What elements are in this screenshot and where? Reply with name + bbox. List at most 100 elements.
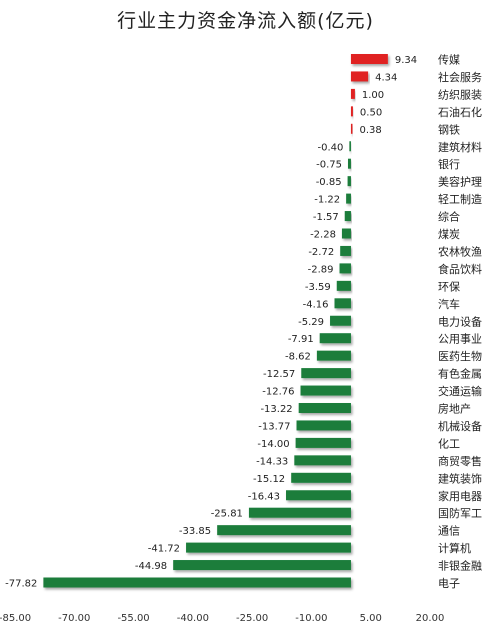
bar: [344, 211, 351, 222]
category-label: 有色金属: [438, 367, 482, 381]
bar-value-label: -14.00: [257, 439, 289, 450]
category-label: 化工: [438, 436, 460, 450]
bar-value-label: -4.16: [303, 299, 329, 310]
bar-value-label: -0.40: [317, 142, 343, 153]
bar: [296, 420, 351, 431]
category-label: 煤炭: [438, 228, 460, 241]
category-label: 综合: [438, 210, 460, 224]
bar-value-label: -25.81: [211, 509, 243, 520]
category-label: 交通运输: [438, 384, 482, 398]
bar: [347, 158, 351, 169]
bar: [298, 403, 351, 413]
bar-value-label: -0.75: [316, 160, 342, 171]
bar-value-label: -1.57: [313, 212, 339, 223]
bar: [347, 176, 351, 187]
bar-value-label: -1.22: [314, 195, 340, 206]
category-label: 农林牧渔: [438, 244, 482, 258]
bar-value-label: -5.29: [298, 317, 324, 328]
bar-value-label: -13.77: [258, 421, 290, 432]
bar-value-label: -2.72: [308, 247, 334, 258]
bar: [340, 245, 351, 256]
category-label: 电子: [438, 577, 460, 590]
bar-value-label: -44.98: [135, 561, 167, 572]
bar: [350, 106, 353, 117]
category-label: 环保: [438, 279, 460, 293]
bar: [173, 560, 351, 571]
category-label: 传媒: [438, 54, 460, 67]
category-label: 银行: [438, 157, 460, 171]
x-tick-label: -40.00: [177, 613, 209, 624]
bar-value-label: -13.22: [260, 404, 292, 415]
x-tick-label: -25.00: [236, 613, 268, 624]
bar: [291, 472, 351, 483]
category-label: 美容护理: [438, 175, 482, 189]
category-label: 纺织服装: [438, 87, 482, 101]
chart-title: 行业主力资金净流入额(亿元): [117, 10, 374, 32]
bar: [349, 141, 351, 152]
category-label: 国防军工: [438, 506, 482, 520]
bar-value-label: -0.85: [316, 177, 342, 188]
bar-value-label: -33.85: [179, 526, 211, 537]
bar: [350, 71, 369, 82]
bar: [339, 263, 351, 274]
category-label: 公用事业: [438, 333, 482, 346]
x-tick-label: -85.00: [0, 613, 31, 624]
bar-value-label: -3.59: [305, 282, 331, 293]
category-label: 食品饮料: [438, 262, 482, 276]
bar: [334, 298, 351, 309]
category-label: 建筑材料: [438, 140, 482, 154]
category-label: 医药生物: [438, 349, 482, 363]
bar: [341, 228, 351, 239]
x-tick-label: -10.00: [295, 613, 327, 624]
bar-value-label: -41.72: [148, 544, 180, 555]
bar-value-label: 9.34: [395, 55, 417, 66]
bar: [336, 280, 351, 291]
bar-value-label: -2.89: [308, 264, 334, 275]
bar: [330, 315, 351, 326]
bar-value-label: -8.62: [285, 352, 311, 363]
bar: [286, 490, 351, 501]
bar: [248, 507, 351, 518]
bar: [316, 350, 351, 361]
x-tick-label: -55.00: [117, 613, 149, 624]
category-label: 社会服务: [438, 70, 482, 84]
bar: [294, 455, 351, 466]
x-tick-label: 20.00: [416, 613, 445, 624]
bar-value-label: -7.91: [288, 334, 314, 345]
category-label: 房地产: [438, 402, 471, 416]
category-label: 机械设备: [438, 419, 482, 433]
category-label: 非银金融: [438, 559, 482, 573]
bar-value-label: -77.82: [5, 579, 37, 590]
category-label: 家用电器: [438, 489, 482, 503]
bar-value-label: -15.12: [253, 474, 285, 485]
bar: [217, 525, 351, 536]
category-label: 通信: [438, 525, 460, 538]
bar-value-label: -12.57: [263, 369, 295, 380]
bar: [186, 542, 351, 553]
bar-value-label: 1.00: [362, 90, 384, 101]
bar: [350, 54, 388, 64]
bar: [350, 88, 355, 99]
bar-value-label: 4.34: [375, 72, 397, 83]
category-label: 建筑装饰: [438, 471, 482, 485]
category-label: 轻工制造: [438, 192, 482, 206]
category-label: 电力设备: [438, 314, 482, 328]
category-label: 汽车: [438, 297, 460, 311]
bar: [350, 123, 353, 134]
bar: [301, 368, 351, 379]
bar-value-label: 0.38: [359, 125, 381, 136]
bar: [346, 193, 351, 204]
category-label: 商贸零售: [438, 454, 482, 468]
bar: [300, 385, 351, 396]
category-label: 计算机: [438, 541, 471, 555]
category-label: 钢铁: [438, 123, 460, 136]
bar-value-label: -12.76: [262, 387, 294, 398]
bar-value-label: -2.28: [310, 230, 336, 241]
bar: [295, 437, 351, 448]
bar-value-label: 0.50: [360, 107, 382, 118]
bar-value-label: -14.33: [256, 456, 288, 467]
bar: [43, 577, 351, 588]
x-tick-label: -70.00: [58, 613, 90, 624]
bar: [319, 333, 351, 344]
